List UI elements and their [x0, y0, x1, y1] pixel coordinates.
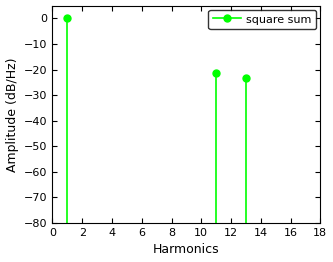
X-axis label: Harmonics: Harmonics [153, 243, 220, 256]
Legend: square sum: square sum [208, 10, 316, 29]
Y-axis label: Amplitude (dB/Hz): Amplitude (dB/Hz) [6, 57, 19, 172]
